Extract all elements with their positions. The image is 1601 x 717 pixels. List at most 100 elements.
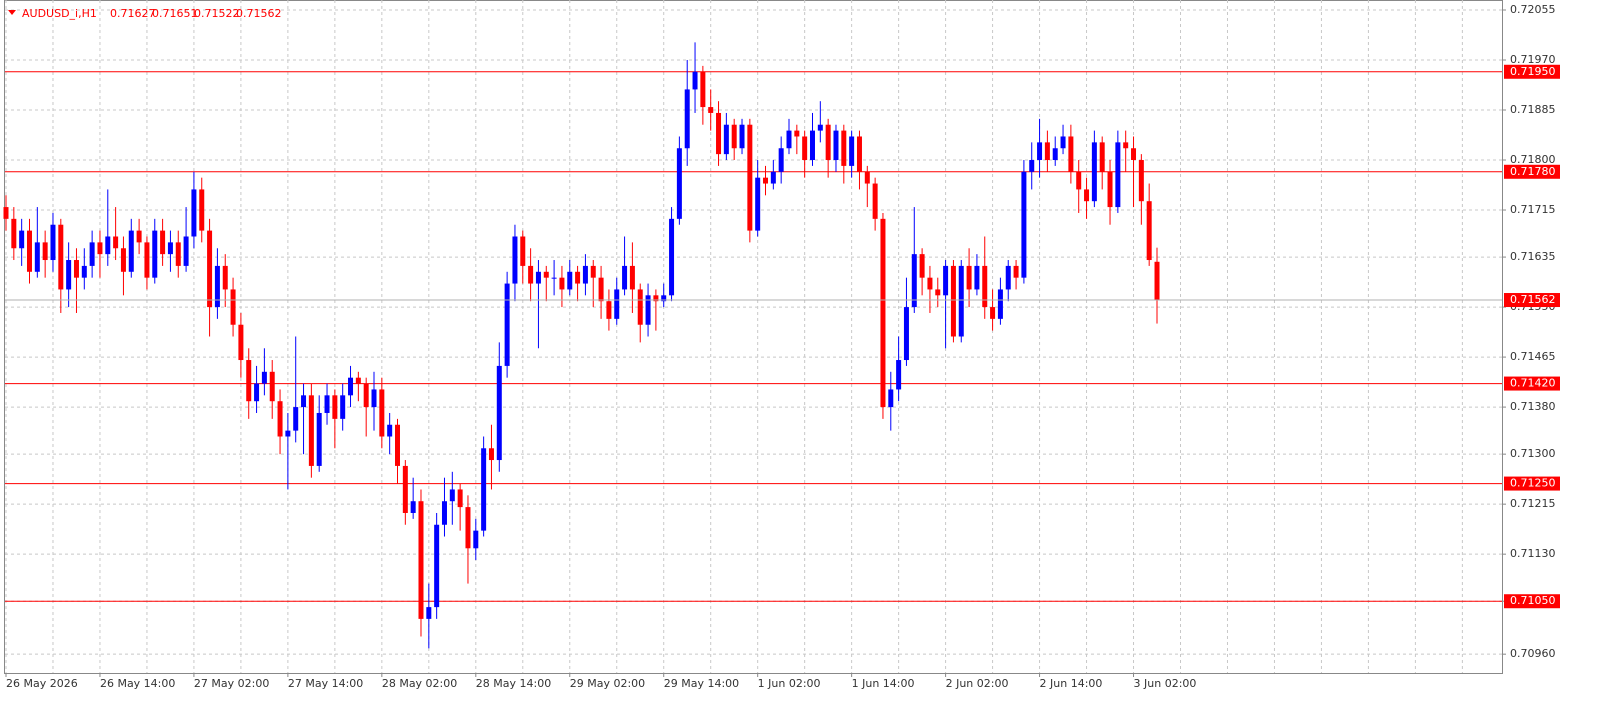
candle-body: [136, 230, 142, 243]
y-tick-label: 0.71800: [1510, 153, 1556, 166]
candle-body: [1013, 265, 1019, 278]
y-tick-label: 0.71215: [1510, 497, 1556, 510]
candle-body: [3, 207, 9, 219]
candle-body: [1021, 171, 1027, 278]
candle-body: [763, 177, 769, 184]
candle-body: [1107, 171, 1113, 208]
candle-body: [128, 230, 134, 272]
candle-body: [34, 242, 40, 272]
candle-body: [1123, 142, 1129, 149]
candle-body: [582, 265, 588, 284]
y-tick-label: 0.72055: [1510, 3, 1556, 16]
candle-body: [254, 383, 260, 402]
candle-body: [113, 236, 119, 249]
candle-body: [465, 507, 471, 549]
candle-body: [1076, 171, 1082, 190]
candle-body: [661, 295, 667, 302]
candle-body: [1060, 136, 1066, 149]
level-tag: [1504, 64, 1560, 79]
candle-body: [1131, 148, 1137, 161]
candle-body: [849, 136, 855, 166]
candle-body: [700, 71, 706, 108]
candle-body: [731, 124, 737, 149]
candle-body: [997, 289, 1003, 319]
candle-body: [802, 136, 808, 161]
candle-body: [293, 407, 299, 431]
candle-body: [488, 448, 494, 461]
grid-layer: [5, 0, 1506, 677]
candle-body: [441, 501, 447, 525]
candle-body: [167, 242, 173, 255]
price-tag: [1504, 293, 1560, 308]
candle-body: [261, 371, 267, 384]
header-open: 0.71627: [110, 7, 156, 20]
x-tick-label: 28 May 02:00: [382, 677, 457, 690]
candle-body: [786, 130, 792, 149]
chart-title: AUDUSD_i,H1: [22, 7, 97, 20]
candle-body: [708, 107, 714, 113]
candle-body: [371, 389, 377, 408]
candle-body: [676, 148, 682, 219]
candle-body: [872, 183, 878, 219]
candle-body: [755, 177, 761, 231]
level-label: 0.71420: [1510, 377, 1556, 390]
candle-body: [26, 230, 32, 272]
candle-body: [817, 124, 823, 131]
candle-body: [747, 124, 753, 231]
candle-body: [473, 530, 479, 549]
candle-body: [825, 124, 831, 161]
candle-body: [1052, 148, 1058, 161]
candle-body: [896, 360, 902, 390]
level-label: 0.71950: [1510, 65, 1556, 78]
candle-body: [559, 277, 565, 290]
candle-body: [535, 271, 541, 284]
candle-body: [653, 295, 659, 302]
level-label: 0.71250: [1510, 477, 1556, 490]
plot-border: [4, 0, 1503, 674]
candle-body: [496, 365, 502, 461]
candle-body: [301, 395, 307, 408]
candle-body: [410, 501, 416, 513]
candle-body: [1068, 136, 1074, 172]
candle-body: [504, 283, 510, 366]
candle-body: [481, 448, 487, 531]
candle-body: [11, 218, 17, 249]
candle-body: [543, 271, 549, 278]
candle-body: [42, 242, 48, 261]
candle-body: [97, 242, 103, 255]
candle-body: [238, 324, 244, 361]
candle-body: [246, 360, 252, 402]
level-label: 0.71780: [1510, 165, 1556, 178]
level-tag: [1504, 594, 1560, 609]
candle-body: [990, 307, 996, 319]
header-high: 0.71651: [152, 7, 198, 20]
candle-body: [684, 89, 690, 149]
candle-body: [1091, 142, 1097, 202]
y-tick-label: 0.71380: [1510, 400, 1556, 413]
candle-body: [269, 371, 275, 402]
x-tick-label: 3 Jun 02:00: [1134, 677, 1197, 690]
candle-body: [379, 389, 385, 437]
candle-body: [864, 171, 870, 184]
candle-body: [348, 377, 354, 396]
candle-body: [723, 124, 729, 155]
x-tick-label: 28 May 14:00: [476, 677, 551, 690]
candle-body: [637, 289, 643, 325]
level-tag: [1504, 376, 1560, 391]
candle-body: [191, 189, 197, 237]
candle-body: [395, 424, 400, 466]
candle-body: [1154, 261, 1160, 301]
candle-body: [73, 260, 79, 278]
candle-body: [152, 230, 158, 278]
candle-body: [590, 265, 596, 278]
level-label: 0.71050: [1510, 594, 1556, 607]
candle-body: [89, 242, 95, 266]
candle-body: [434, 524, 440, 608]
y-tick-label: 0.70960: [1510, 647, 1556, 660]
candle-body: [1138, 160, 1144, 202]
candle-body: [809, 130, 815, 161]
candle-body: [50, 224, 56, 261]
candle-body: [903, 307, 909, 361]
candle-body: [919, 254, 925, 278]
